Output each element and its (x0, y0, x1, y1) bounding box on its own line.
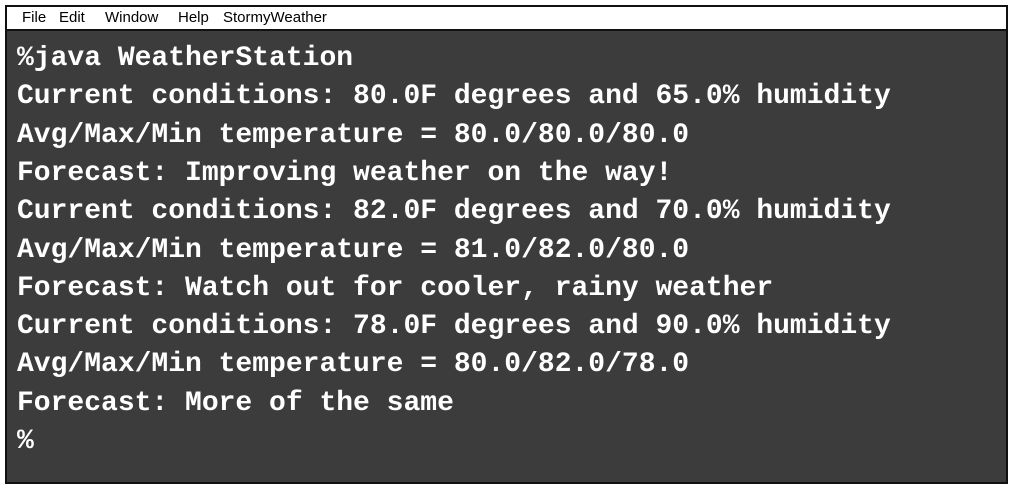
menu-item[interactable]: Edit (59, 9, 85, 26)
terminal-line: Current conditions: 82.0F degrees and 70… (17, 196, 891, 228)
terminal-line: Current conditions: 80.0F degrees and 65… (17, 81, 891, 113)
menu-bar: File Edit Window Help StormyWeather (7, 7, 1006, 31)
terminal-line: Avg/Max/Min temperature = 80.0/80.0/80.0 (17, 119, 690, 151)
terminal-line: Forecast: More of the same (17, 387, 454, 419)
terminal-line: Forecast: Improving weather on the way! (17, 157, 673, 189)
terminal-line: % (17, 426, 34, 457)
menu-item[interactable]: Help (178, 9, 209, 26)
menu-item[interactable]: Window (105, 9, 159, 26)
terminal-line: Current conditions: 78.0F degrees and 90… (17, 311, 891, 343)
terminal-line: %java WeatherStation (17, 43, 354, 74)
terminal-line: Forecast: Watch out for cooler, rainy we… (17, 272, 774, 304)
terminal-output: %java WeatherStation Current conditions: … (7, 31, 1006, 482)
terminal-line: Avg/Max/Min temperature = 81.0/82.0/80.0 (17, 234, 690, 266)
menu-item[interactable]: StormyWeather (223, 9, 327, 26)
menu-item[interactable]: File (22, 9, 47, 26)
terminal-line: Avg/Max/Min temperature = 80.0/82.0/78.0 (17, 349, 690, 381)
terminal-window: File Edit Window Help StormyWeather %java We… (5, 5, 1008, 484)
